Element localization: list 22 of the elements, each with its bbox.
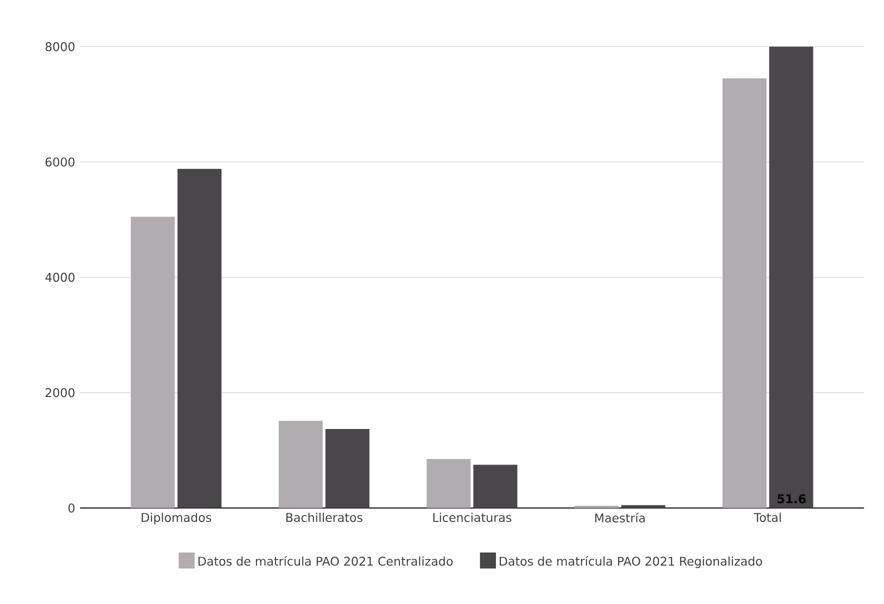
bar bbox=[325, 428, 370, 508]
bar bbox=[769, 46, 814, 508]
bar bbox=[621, 505, 666, 508]
x-tick-label: Maestría bbox=[595, 512, 645, 522]
x-tick-label: Licenciaturas bbox=[433, 512, 512, 522]
bar bbox=[473, 464, 518, 508]
x-tick-label: Total bbox=[754, 512, 781, 522]
y-tick-label: 6000 bbox=[46, 157, 74, 167]
y-tick-label: 2000 bbox=[46, 388, 74, 398]
bar bbox=[426, 458, 471, 508]
legend-label: Datos de matrícula PAO 2021 Centralizado bbox=[198, 556, 453, 566]
y-tick-label: 0 bbox=[68, 503, 74, 513]
bar bbox=[722, 78, 767, 508]
annotation: 51.6 bbox=[778, 494, 806, 504]
bar bbox=[177, 168, 222, 508]
y-tick-label: 4000 bbox=[45, 272, 74, 282]
bar bbox=[278, 420, 323, 508]
x-tick-label: Diplomados bbox=[142, 512, 212, 524]
bar bbox=[130, 216, 175, 508]
y-tick-label: 8000 bbox=[46, 42, 74, 52]
legend-label: Datos de matrícula PAO 2021 Regionalizado bbox=[500, 556, 762, 568]
x-tick-label: Bachilleratos bbox=[286, 512, 362, 522]
